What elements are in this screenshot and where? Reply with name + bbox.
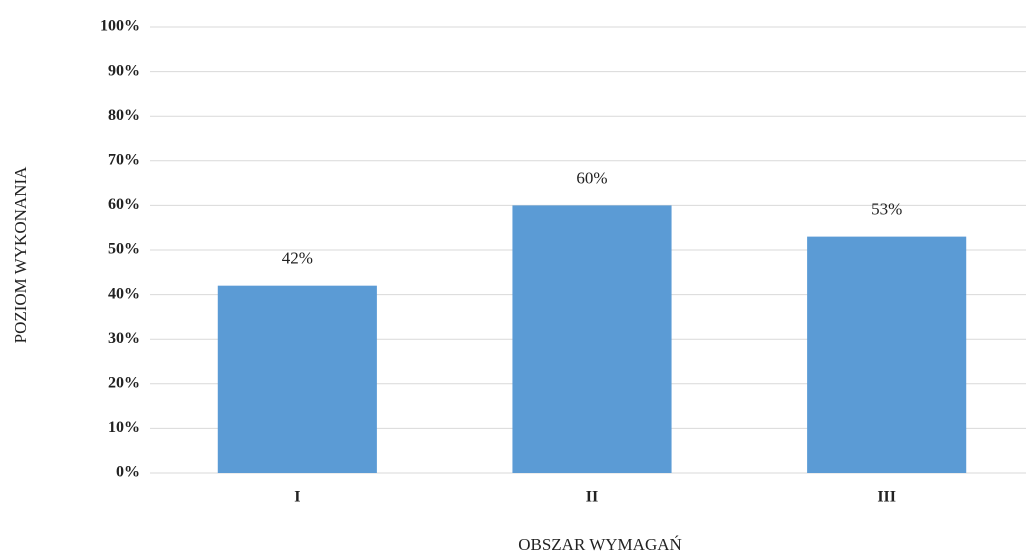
y-tick-label: 20% [108, 374, 140, 391]
x-tick-label: I [294, 489, 300, 506]
y-tick-label: 0% [116, 464, 140, 481]
bar [512, 205, 672, 473]
data-label: 42% [282, 249, 313, 268]
x-tick-label: II [586, 489, 598, 506]
y-tick-label: 60% [108, 196, 140, 213]
bar [217, 285, 377, 473]
y-tick-label: 30% [108, 330, 140, 347]
y-tick-label: 80% [108, 107, 140, 124]
y-tick-label: 90% [108, 62, 140, 79]
bar [807, 236, 967, 473]
y-tick-label: 100% [100, 18, 140, 35]
y-tick-label: 70% [108, 151, 140, 168]
data-label: 53% [871, 200, 902, 219]
y-axis-title: POZIOM WYKONANIA [11, 166, 30, 343]
y-tick-label: 10% [108, 419, 140, 436]
data-label: 60% [576, 168, 607, 187]
x-tick-label: III [877, 489, 896, 506]
y-tick-label: 40% [108, 285, 140, 302]
x-axis-title: OBSZAR WYMAGAŃ [518, 535, 682, 554]
y-tick-label: 50% [108, 241, 140, 258]
